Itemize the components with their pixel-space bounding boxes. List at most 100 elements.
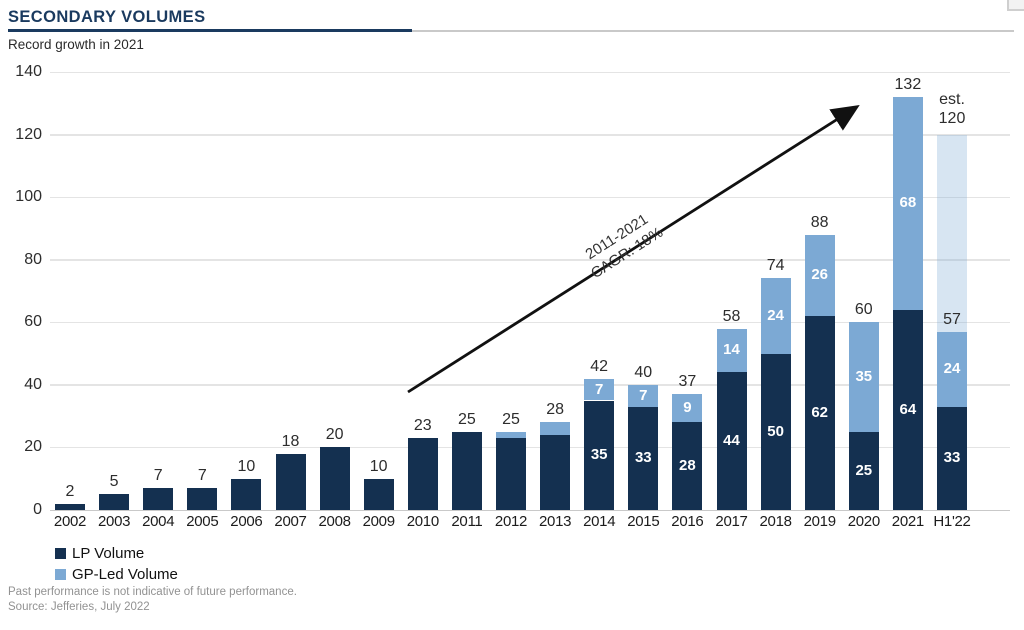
x-axis-tick-2014: 2014 [583, 513, 616, 530]
total-label-2016: 37 [678, 373, 697, 391]
total-label-2020: 60 [854, 301, 873, 319]
gp-led-volume-swatch-icon [55, 569, 66, 580]
footer-notes: Past performance is not indicative of fu… [8, 585, 297, 615]
gridline-y0 [50, 509, 1010, 511]
lp-segment-label-H1'22: 33 [943, 449, 961, 467]
total-label-2003: 5 [109, 473, 119, 491]
total-label-2009: 10 [369, 457, 388, 475]
bar-lp-2013 [540, 434, 571, 510]
source-text: Source: Jefferies, July 2022 [8, 601, 150, 613]
y-axis-tick-0: 0 [33, 501, 42, 518]
x-axis-tick-2003: 2003 [98, 513, 131, 530]
bar-lp-2015 [628, 406, 659, 510]
bar-lp-2004 [143, 488, 174, 510]
total-label-2013: 28 [546, 401, 564, 419]
gp-segment-label-2015: 7 [639, 386, 648, 404]
total-label-H1'22: 57 [943, 310, 961, 328]
total-label-2006: 10 [237, 457, 256, 475]
gridline-y120 [50, 134, 1010, 136]
x-axis-tick-2013: 2013 [539, 513, 572, 530]
title-underline-navy [8, 29, 412, 32]
x-axis-tick-2007: 2007 [274, 513, 307, 530]
x-axis-tick-2005: 2005 [186, 513, 219, 530]
total-label-2019: 88 [810, 213, 829, 231]
gridline-y80 [50, 259, 1010, 261]
x-axis-tick-H1'22: H1'22 [933, 513, 971, 530]
bar-lp-2009 [363, 478, 394, 510]
lp-volume-swatch-icon [55, 548, 66, 559]
x-axis-tick-2012: 2012 [494, 513, 528, 530]
bar-gp-2013 [540, 422, 571, 435]
chart-subtitle: Record growth in 2021 [8, 37, 144, 52]
y-axis-tick-20: 20 [24, 438, 42, 456]
gp-segment-label-2017: 14 [723, 341, 740, 359]
bar-gp-H1'22 [937, 331, 967, 407]
gp-segment-label-2021: 68 [899, 194, 917, 212]
window-corner-artifact [1007, 0, 1024, 11]
stacked-bar-chart: 0 20 40 60 80 100 120 140 2 2002 5 2003 7 2004 7 2005 10… [0, 60, 1024, 530]
estimate-label: est. 120 [922, 90, 982, 128]
x-axis-tick-2009: 2009 [362, 513, 395, 530]
y-axis-tick-140: 140 [15, 63, 42, 80]
x-axis-tick-2015: 2015 [627, 513, 660, 530]
x-axis-tick-2008: 2008 [318, 513, 351, 530]
gridline-y140 [50, 71, 1010, 73]
bar-lp-2014 [584, 400, 615, 510]
x-axis-tick-2021: 2021 [891, 513, 924, 530]
total-label-2010: 23 [413, 417, 432, 435]
bar-estimate-H1'22 [937, 134, 967, 332]
bar-lp-2002 [55, 503, 85, 510]
x-axis-tick-2017: 2017 [715, 513, 748, 530]
lp-segment-label-2015: 33 [634, 449, 652, 467]
bar-lp-2016 [672, 422, 703, 510]
lp-segment-label-2014: 35 [590, 446, 608, 464]
disclaimer-text: Past performance is not indicative of fu… [8, 586, 297, 598]
page-title: SECONDARY VOLUMES [8, 8, 206, 26]
legend-label-lp: LP Volume [72, 545, 145, 562]
y-axis-tick-60: 60 [24, 313, 42, 331]
bar-lp-2005 [187, 488, 218, 510]
bar-gp-2021 [892, 97, 923, 310]
bar-gp-2016 [672, 394, 703, 423]
total-label-2017: 58 [722, 307, 741, 325]
bar-lp-2007 [275, 453, 306, 510]
lp-segment-label-2020: 25 [855, 461, 873, 479]
total-label-2008: 20 [325, 426, 344, 444]
gp-segment-label-2019: 26 [811, 266, 829, 284]
legend-item-lp-volume: LP Volume [55, 543, 178, 564]
bar-gp-2012 [496, 431, 526, 439]
bar-lp-2021 [892, 309, 923, 510]
y-axis-tick-80: 80 [24, 250, 42, 268]
y-axis-tick-100: 100 [15, 188, 42, 206]
legend-item-gp-led-volume: GP-Led Volume [55, 564, 178, 585]
total-label-2021: 132 [894, 76, 922, 94]
gp-segment-label-2014: 7 [595, 380, 604, 398]
bar-lp-2017 [716, 372, 747, 510]
x-axis-tick-2011: 2011 [451, 513, 483, 530]
bar-lp-2008 [319, 447, 350, 510]
x-axis-tick-2002: 2002 [53, 513, 87, 530]
x-axis-tick-2020: 2020 [847, 513, 880, 530]
lp-segment-label-2016: 28 [679, 457, 696, 475]
total-label-2018: 74 [766, 257, 785, 275]
gp-segment-label-2018: 24 [767, 307, 784, 325]
lp-segment-label-2019: 62 [811, 404, 829, 421]
x-axis-tick-2006: 2006 [230, 513, 263, 530]
lp-segment-label-2018: 50 [767, 422, 784, 440]
legend-label-gp: GP-Led Volume [72, 566, 178, 583]
bar-lp-2012 [496, 438, 526, 510]
x-axis-tick-2016: 2016 [671, 513, 704, 530]
total-label-2005: 7 [197, 467, 207, 485]
total-label-2012: 25 [502, 410, 520, 428]
lp-segment-label-2021: 64 [899, 400, 917, 418]
chart-legend: LP Volume GP-Led Volume [55, 543, 178, 585]
gp-segment-label-2020: 35 [855, 368, 873, 386]
gridline-y100 [50, 196, 1010, 199]
gp-segment-label-H1'22: 24 [943, 360, 961, 378]
estimate-label-line1: est. [939, 90, 965, 108]
bar-lp-2010 [407, 438, 438, 510]
gp-segment-label-2016: 9 [683, 399, 692, 417]
y-axis-tick-40: 40 [24, 375, 42, 393]
gridline-y20 [50, 446, 1010, 449]
x-axis-tick-2018: 2018 [759, 513, 792, 530]
